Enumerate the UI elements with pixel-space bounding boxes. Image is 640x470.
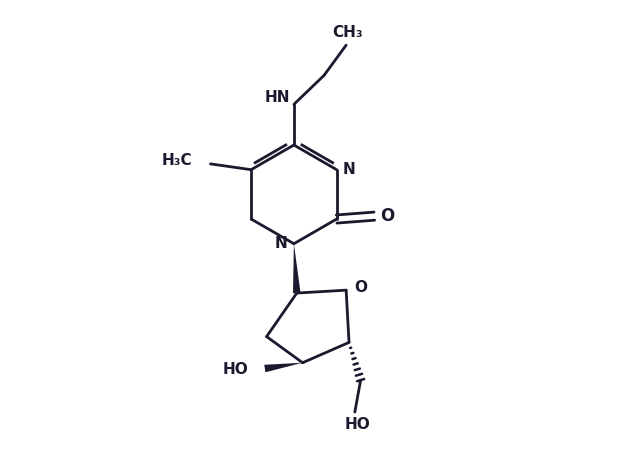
Text: HN: HN: [265, 90, 291, 105]
Text: N: N: [343, 162, 356, 177]
Text: HO: HO: [223, 362, 248, 377]
Text: CH₃: CH₃: [332, 25, 363, 40]
Polygon shape: [293, 244, 301, 293]
Text: O: O: [380, 207, 394, 225]
Text: HO: HO: [345, 417, 371, 432]
Text: H₃C: H₃C: [161, 153, 192, 168]
Text: O: O: [354, 280, 367, 295]
Text: N: N: [275, 236, 287, 251]
Polygon shape: [264, 363, 303, 372]
